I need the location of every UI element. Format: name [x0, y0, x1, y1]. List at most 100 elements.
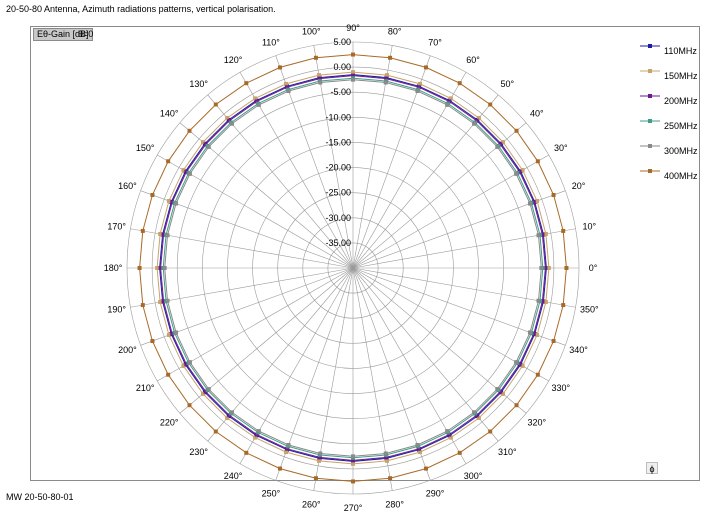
legend-label-250MHz: 250MHz: [664, 121, 698, 131]
radial-tick-label: -35.00: [325, 238, 351, 248]
angle-tick-label: 300°: [464, 471, 483, 481]
angle-tick-label: 10°: [583, 221, 597, 231]
data-point-200MHz: [540, 299, 545, 304]
data-point-400MHz: [514, 128, 519, 133]
phi-button[interactable]: ϕ: [646, 462, 658, 474]
data-point-150MHz: [476, 115, 481, 120]
data-point-150MHz: [535, 199, 540, 204]
data-point-150MHz: [155, 266, 160, 270]
angle-tick-label: 240°: [224, 471, 243, 481]
legend-label-110MHz: 110MHz: [664, 46, 697, 56]
legend-label-200MHz: 200MHz: [664, 96, 698, 106]
data-point-150MHz: [535, 332, 540, 337]
data-point-400MHz: [244, 450, 249, 455]
footer-label: MW 20-50-80-01: [6, 492, 74, 502]
radial-tick-label: 5.00: [333, 37, 351, 47]
angle-tick-label: 290°: [426, 489, 445, 499]
data-point-150MHz: [200, 140, 205, 145]
legend-label-150MHz: 150MHz: [664, 71, 698, 81]
data-point-400MHz: [551, 192, 556, 197]
data-point-300MHz: [165, 233, 170, 238]
data-point-400MHz: [244, 81, 249, 86]
angle-tick-label: 260°: [302, 499, 321, 509]
angle-tick-label: 170°: [107, 221, 126, 231]
data-point-200MHz: [317, 76, 322, 81]
gain-axis-badge[interactable]: Eθ-Gain [dB]: [33, 28, 93, 41]
data-point-150MHz: [158, 300, 163, 305]
angle-tick-label: 110°: [262, 37, 280, 47]
data-point-200MHz: [184, 362, 189, 367]
angle-tick-label: 310°: [498, 447, 517, 457]
data-point-300MHz: [383, 80, 388, 85]
data-point-400MHz: [187, 403, 192, 408]
angle-tick-label: 340°: [569, 345, 588, 355]
data-point-400MHz: [535, 372, 540, 377]
angle-tick-label: 220°: [160, 417, 179, 427]
data-point-200MHz: [351, 458, 355, 463]
data-point-200MHz: [170, 200, 175, 205]
radial-tick-label: 0.00: [333, 62, 351, 72]
data-point-300MHz: [206, 387, 211, 392]
data-point-300MHz: [415, 442, 420, 447]
radial-tick-label: -30.00: [325, 213, 351, 223]
angle-tick-label: 30°: [554, 143, 568, 153]
radial-tick-label: -20.00: [325, 163, 351, 173]
data-point-300MHz: [472, 121, 477, 126]
data-point-400MHz: [551, 339, 556, 344]
angle-tick-label: 60°: [466, 55, 480, 65]
legend-marker-110MHz: [648, 44, 652, 48]
data-point-400MHz: [140, 228, 145, 233]
data-point-300MHz: [472, 410, 477, 415]
legend-label-300MHz: 300MHz: [664, 146, 698, 156]
data-point-400MHz: [351, 479, 355, 484]
data-point-200MHz: [254, 99, 259, 104]
radial-tick-label: -5.00: [330, 87, 351, 97]
data-point-400MHz: [488, 102, 493, 107]
angle-tick-label: 100°: [302, 27, 321, 37]
data-point-300MHz: [351, 454, 355, 459]
legend-label-400MHz: 400MHz: [664, 171, 698, 181]
data-point-300MHz: [165, 298, 170, 303]
data-point-400MHz: [213, 102, 218, 107]
data-point-150MHz: [351, 461, 355, 466]
angle-tick-label: 350°: [580, 305, 599, 315]
data-point-300MHz: [318, 451, 323, 456]
data-point-150MHz: [158, 231, 163, 236]
data-point-150MHz: [316, 73, 321, 78]
data-point-200MHz: [447, 432, 452, 437]
data-point-300MHz: [187, 360, 192, 365]
data-point-150MHz: [543, 300, 548, 305]
data-point-150MHz: [166, 332, 171, 337]
data-point-200MHz: [543, 266, 548, 270]
data-point-200MHz: [254, 432, 259, 437]
angle-tick-label: 40°: [530, 109, 544, 119]
chart-title: 20-50-80 Antenna, Azimuth radiations pat…: [6, 4, 276, 14]
data-point-150MHz: [501, 140, 506, 145]
data-point-200MHz: [351, 73, 355, 78]
data-point-300MHz: [383, 451, 388, 456]
legend-marker-300MHz: [648, 144, 652, 148]
angle-tick-label: 330°: [552, 383, 571, 393]
data-point-400MHz: [457, 81, 462, 86]
data-point-200MHz: [540, 232, 545, 237]
data-point-400MHz: [457, 450, 462, 455]
data-point-400MHz: [277, 466, 282, 471]
data-point-200MHz: [184, 169, 189, 174]
data-point-400MHz: [388, 55, 393, 60]
data-point-400MHz: [564, 266, 569, 270]
data-point-200MHz: [161, 299, 166, 304]
data-point-200MHz: [285, 85, 290, 90]
legend-marker-150MHz: [648, 69, 652, 73]
data-point-150MHz: [543, 231, 548, 236]
data-point-400MHz: [150, 192, 155, 197]
data-point-150MHz: [351, 70, 355, 75]
data-point-300MHz: [445, 102, 450, 107]
angle-tick-label: 80°: [388, 27, 402, 37]
angle-tick-label: 270°: [344, 503, 363, 512]
data-point-400MHz: [388, 476, 393, 481]
angle-tick-label: 120°: [224, 55, 243, 65]
data-point-150MHz: [417, 81, 422, 86]
angle-tick-label: 70°: [428, 37, 442, 47]
legend-marker-250MHz: [648, 119, 652, 123]
data-point-300MHz: [286, 442, 291, 447]
